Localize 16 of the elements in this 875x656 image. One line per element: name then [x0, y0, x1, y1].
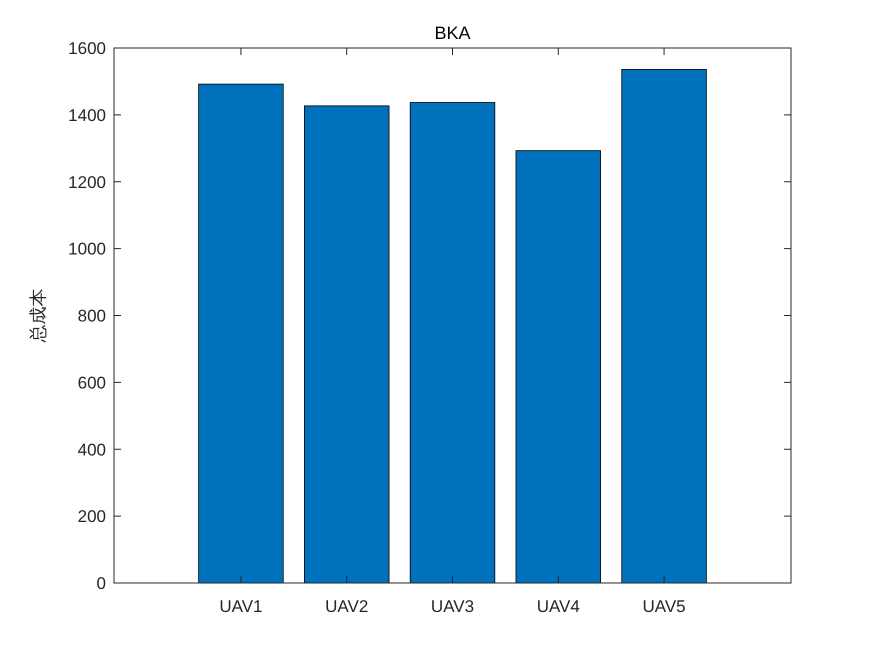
y-tick-label: 1600 — [68, 39, 106, 58]
y-tick-label: 1400 — [68, 106, 106, 125]
x-tick-label: UAV2 — [325, 597, 368, 616]
x-tick-label: UAV1 — [219, 597, 263, 616]
y-tick-label: 800 — [78, 306, 106, 326]
y-tick-label: 400 — [78, 440, 106, 460]
y-tick-label: 1000 — [68, 240, 106, 259]
x-tick-label: UAV4 — [536, 597, 580, 616]
x-tick-label: UAV3 — [430, 597, 474, 616]
chart-title: BKA — [434, 23, 471, 43]
y-tick-label: 1200 — [68, 172, 106, 192]
y-tick-label: 0 — [96, 574, 106, 593]
y-tick-label: 200 — [78, 507, 106, 526]
x-tick-label: UAV5 — [642, 597, 686, 616]
y-tick-label: 600 — [78, 373, 106, 392]
y-axis-title: 总成本 — [28, 288, 49, 344]
